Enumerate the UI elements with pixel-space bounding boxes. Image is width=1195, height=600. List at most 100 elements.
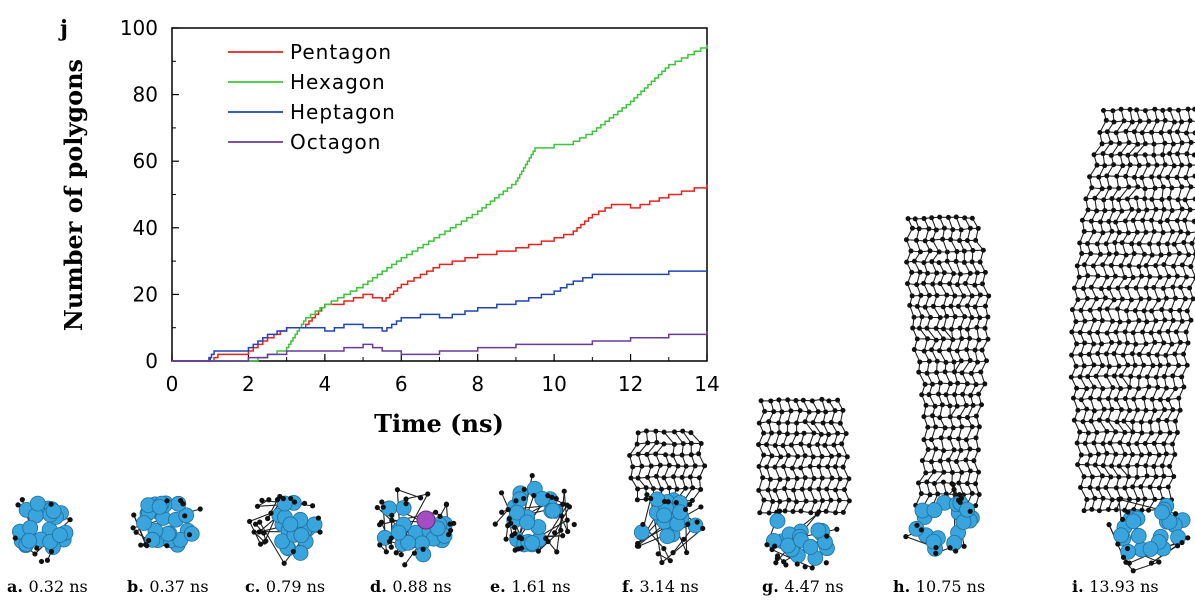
carbon-atom: [1192, 130, 1195, 136]
carbon-atom: [777, 499, 783, 505]
carbon-atom: [764, 442, 770, 448]
carbon-atom: [1123, 252, 1129, 258]
carbon-atom: [954, 403, 960, 409]
carbon-atom: [1161, 262, 1167, 268]
carbon-atom: [1142, 186, 1148, 192]
carbon-atom: [791, 487, 797, 493]
y-tick-label: 80: [133, 83, 158, 107]
carbon-atom: [682, 506, 689, 513]
carbon-atom: [648, 463, 654, 469]
carbon-atom: [1097, 251, 1103, 257]
carbon-atom: [1126, 140, 1132, 146]
carbon-atom: [1104, 173, 1110, 179]
carbon-atom: [681, 536, 687, 542]
carbon-atom: [653, 451, 659, 457]
carbon-atom: [1124, 340, 1130, 346]
carbon-atom: [810, 420, 816, 426]
carbon-atom: [840, 407, 846, 413]
caption-time: 4.47 ns: [784, 577, 843, 596]
carbon-atom: [944, 313, 950, 319]
carbon-atom: [967, 468, 973, 474]
carbon-atom: [961, 259, 967, 265]
carbon-atom: [133, 529, 139, 535]
carbon-atom: [909, 293, 915, 299]
carbon-atom: [1123, 173, 1129, 179]
carbon-atom: [962, 215, 968, 221]
carbon-atom: [917, 249, 923, 255]
carbon-atom: [1161, 441, 1167, 447]
carbon-atom: [785, 397, 791, 403]
carbon-atom: [976, 391, 982, 397]
carbon-atom: [1121, 118, 1127, 124]
carbon-atom: [1157, 430, 1163, 436]
carbon-atom: [1093, 373, 1099, 379]
carbon-atom: [639, 463, 645, 469]
series-line-octagon: [172, 331, 708, 362]
carbon-atom: [1182, 296, 1188, 302]
carbon-atom: [926, 292, 932, 298]
carbon-atom: [941, 448, 947, 454]
carbon-atom: [1126, 474, 1132, 480]
carbon-atom: [1138, 452, 1144, 458]
snapshot-caption: d. 0.88 ns: [370, 577, 452, 596]
carbon-atom: [1126, 184, 1132, 190]
carbon-atom: [420, 546, 426, 552]
carbon-atom: [1118, 263, 1124, 269]
carbon-atom: [671, 474, 677, 480]
carbon-atom: [1119, 296, 1125, 302]
carbon-atom: [1171, 241, 1177, 247]
carbon-atom: [976, 337, 982, 343]
carbon-atom: [1149, 252, 1155, 258]
carbon-atom: [1154, 118, 1160, 124]
carbon-atom: [1088, 418, 1094, 424]
carbon-atom: [164, 498, 170, 504]
carbon-atom: [1187, 285, 1193, 291]
carbon-atom: [914, 522, 920, 528]
carbon-atom: [1148, 560, 1154, 566]
carbon-atom: [1125, 230, 1131, 236]
carbon-atom: [955, 282, 961, 288]
carbon-atom: [38, 558, 45, 565]
carbon-atom: [667, 558, 673, 564]
carbon-atom: [1179, 140, 1185, 146]
carbon-atom: [936, 249, 942, 255]
carbon-atom: [1163, 352, 1169, 358]
carbon-atom: [933, 325, 939, 331]
carbon-atom: [1130, 274, 1136, 280]
carbon-atom: [1152, 185, 1158, 191]
carbon-atom: [670, 550, 676, 556]
carbon-atom: [1068, 374, 1074, 380]
carbon-atom: [929, 259, 935, 265]
carbon-atom: [553, 496, 559, 502]
carbon-atom: [958, 358, 964, 364]
carbon-atom: [411, 550, 417, 556]
y-tick-label: 100: [120, 16, 158, 40]
carbon-atom: [975, 359, 981, 365]
carbon-atom: [934, 370, 940, 376]
carbon-atom: [831, 442, 837, 448]
carbon-atom: [961, 543, 967, 549]
carbon-atom: [1155, 384, 1161, 390]
carbon-atom: [1178, 229, 1184, 235]
carbon-atom: [905, 216, 911, 222]
carbon-atom: [971, 458, 977, 464]
carbon-atom: [1082, 340, 1088, 346]
carbon-atom: [766, 510, 772, 516]
carbon-atom: [379, 499, 385, 505]
carbon-atom: [977, 315, 983, 321]
carbon-atom: [927, 314, 933, 320]
carbon-atom: [953, 458, 959, 464]
carbon-atom: [931, 469, 937, 475]
carbon-atom: [1147, 274, 1153, 280]
carbon-atom: [756, 463, 762, 469]
carbon-atom: [929, 347, 935, 353]
carbon-atom: [1099, 141, 1105, 147]
carbon-atom: [1153, 374, 1159, 380]
carbon-atom: [760, 475, 766, 481]
carbon-atom: [777, 476, 783, 482]
carbon-atom: [1085, 374, 1091, 380]
carbon-atom: [1077, 429, 1083, 435]
carbon-atom: [836, 497, 842, 503]
carbon-atom: [1116, 474, 1122, 480]
